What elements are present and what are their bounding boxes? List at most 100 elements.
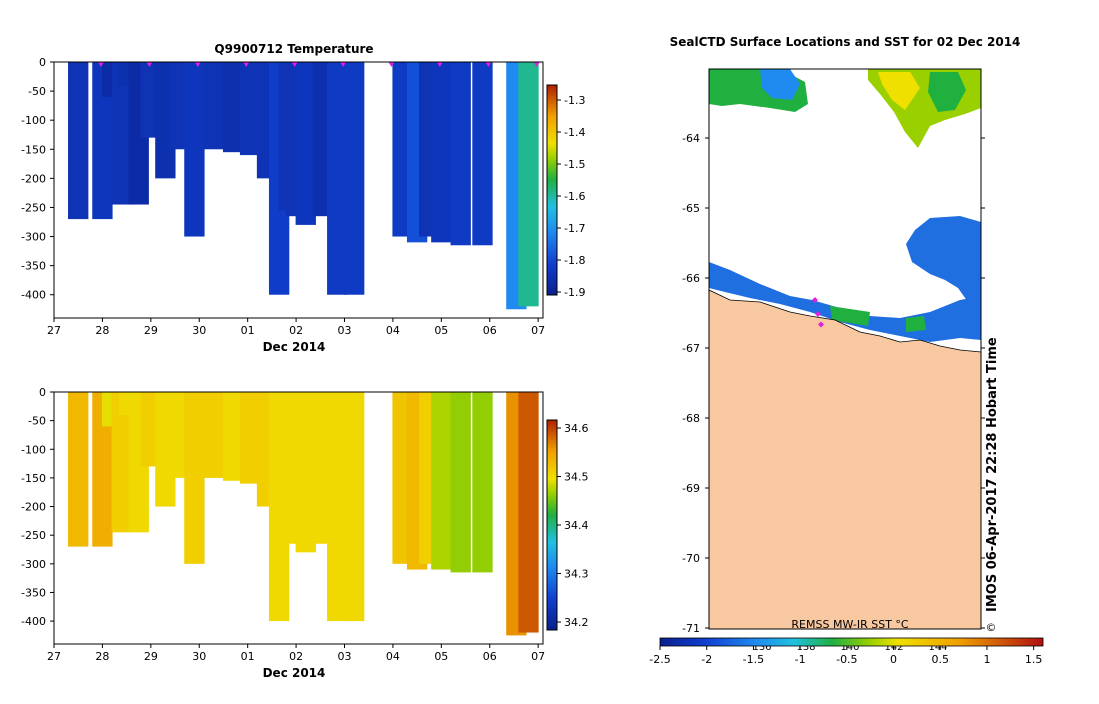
temp-profile-1 [92, 62, 113, 220]
sal-cbar-tick-label-2: 34.4 [564, 519, 589, 532]
sal-profile-9 [184, 392, 205, 564]
sst-cbar-tick-label-8: 1.5 [1025, 653, 1043, 666]
temp-x-tick-label-6: 03 [337, 324, 351, 337]
temperature-x-axis: 27 28 29 30 01 02 03 04 05 06 07 [47, 318, 545, 337]
lat-tick-label-6: -70 [682, 552, 700, 565]
sal-profile-12 [239, 392, 261, 484]
temp-profile-12 [239, 62, 261, 156]
sal-x-tick-label-7: 04 [386, 650, 400, 663]
lon-tick-label-2: 140 [840, 642, 859, 653]
temp-x-tick-label-9: 06 [483, 324, 497, 337]
temp-profile-28 [518, 62, 539, 307]
sal-x-tick-label-6: 03 [337, 650, 351, 663]
salinity-profiles [68, 392, 539, 636]
sal-x-tick-label-9: 06 [483, 650, 497, 663]
lat-tick-label-1: -65 [682, 202, 700, 215]
temperature-colorbar [546, 84, 558, 296]
sal-profile-26 [472, 392, 493, 573]
sst-cbar-tick-label-6: 0.5 [931, 653, 949, 666]
lon-tick-label-1: 138 [796, 642, 815, 653]
lat-tick-label-2: -66 [682, 272, 700, 285]
sal-y-tick-label-2: -100 [21, 443, 46, 456]
copyright-symbol: © [986, 621, 997, 634]
lat-tick-label-3: -67 [682, 342, 700, 355]
temp-y-tick-label-1: -50 [28, 85, 46, 98]
lat-tick-label-5: -69 [682, 482, 700, 495]
sal-y-tick-label-6: -300 [21, 558, 46, 571]
temp-profile-9 [184, 62, 205, 237]
salinity-x-axis: 27 28 29 30 01 02 03 04 05 06 07 [47, 644, 545, 663]
sal-x-tick-label-4: 01 [241, 650, 255, 663]
sst-cbar-tick-label-2: -1.5 [743, 653, 764, 666]
sst-coastal-green [830, 306, 870, 326]
sal-profile-17 [295, 392, 316, 553]
temperature-axes-frame [53, 61, 544, 319]
salinity-x-label: Dec 2014 [263, 666, 326, 680]
imos-credit: IMOS 06-Apr-2017 22:28 Hobart Time [985, 337, 1000, 612]
sst-colorbar-ticks: -2.5 -2 -1.5 -1 -0.5 0 0.5 1 1.5 [649, 646, 1042, 666]
temp-y-tick-label-4: -200 [21, 172, 46, 185]
temp-cbar-tick-label-0: -1.3 [564, 94, 585, 107]
temp-x-tick-label-2: 29 [144, 324, 158, 337]
temp-profile-19 [327, 62, 348, 295]
salinity-y-axis: 0 -50 -100 -150 -200 -250 -300 -350 -400 [21, 386, 54, 628]
sal-cbar-tick-label-4: 34.2 [564, 616, 589, 629]
sal-y-tick-label-1: -50 [28, 415, 46, 428]
temperature-colorbar-ticks: -1.3 -1.4 -1.5 -1.6 -1.7 -1.8 -1.9 [557, 94, 585, 299]
temp-y-tick-label-8: -400 [21, 289, 46, 302]
surface-marker-8 [485, 62, 492, 67]
sal-profile-11 [222, 392, 244, 481]
sal-profile-10 [203, 392, 224, 478]
temperature-panel: Q9900712 Temperature 0 -50 -100 -150 -200 -25… [21, 42, 585, 354]
temp-cbar-tick-label-6: -1.9 [564, 286, 585, 299]
temperature-profiles [68, 62, 539, 310]
temp-profile-24 [431, 62, 452, 243]
sal-profile-3 [111, 392, 132, 533]
salinity-colorbar [546, 419, 558, 631]
surface-marker-3 [243, 62, 250, 67]
temp-x-tick-label-5: 02 [289, 324, 303, 337]
temp-x-tick-label-10: 07 [531, 324, 545, 337]
sal-x-tick-label-8: 05 [434, 650, 448, 663]
sal-y-tick-label-3: -150 [21, 472, 46, 485]
temp-cbar-tick-label-1: -1.4 [564, 126, 585, 139]
sal-x-tick-label-10: 07 [531, 650, 545, 663]
sal-x-tick-label-2: 29 [144, 650, 158, 663]
salinity-colorbar-ticks: 34.6 34.5 34.4 34.3 34.2 [557, 422, 589, 629]
sst-cbar-tick-label-1: -2 [701, 653, 712, 666]
temperature-title: Q9900712 Temperature [214, 42, 373, 56]
sst-cbar-tick-label-4: -0.5 [836, 653, 857, 666]
map-content [709, 69, 981, 629]
temp-cbar-tick-label-3: -1.6 [564, 190, 585, 203]
sst-cbar-tick-label-5: 0 [890, 653, 897, 666]
surface-marker-2 [194, 62, 201, 67]
temp-profile-11 [222, 62, 244, 153]
temperature-x-label: Dec 2014 [263, 340, 326, 354]
temp-y-tick-label-3: -150 [21, 143, 46, 156]
sst-cbar-tick-label-3: -1 [795, 653, 806, 666]
temp-profile-25 [450, 62, 471, 246]
sal-profile-19 [327, 392, 348, 622]
sal-y-tick-label-0: 0 [39, 386, 46, 399]
temp-profile-26 [472, 62, 493, 246]
temp-y-tick-label-6: -300 [21, 231, 46, 244]
sst-cbar-tick-label-0: -2.5 [649, 653, 670, 666]
temperature-y-axis: 0 -50 -100 -150 -200 -250 -300 -350 -400 [21, 56, 54, 302]
temp-x-tick-label-3: 30 [192, 324, 206, 337]
sal-y-tick-label-5: -250 [21, 529, 46, 542]
salinity-axes-frame [53, 391, 544, 645]
coastline [709, 289, 981, 353]
temp-cbar-tick-label-5: -1.8 [564, 254, 585, 267]
salinity-panel: 0 -50 -100 -150 -200 -250 -300 -350 -400 27 28 29 3… [21, 386, 588, 680]
sal-profile-24 [431, 392, 452, 570]
sal-cbar-tick-label-1: 34.5 [564, 471, 589, 484]
temp-x-tick-label-7: 04 [386, 324, 400, 337]
sal-x-tick-label-3: 30 [192, 650, 206, 663]
sst-cbar-tick-label-7: 1 [983, 653, 990, 666]
map-frame [708, 68, 982, 630]
sal-x-tick-label-1: 28 [95, 650, 109, 663]
lon-tick-label-0: 136 [752, 642, 771, 653]
surface-marker-1 [146, 62, 153, 67]
surface-marker-9 [533, 62, 540, 67]
temp-y-tick-label-5: -250 [21, 201, 46, 214]
